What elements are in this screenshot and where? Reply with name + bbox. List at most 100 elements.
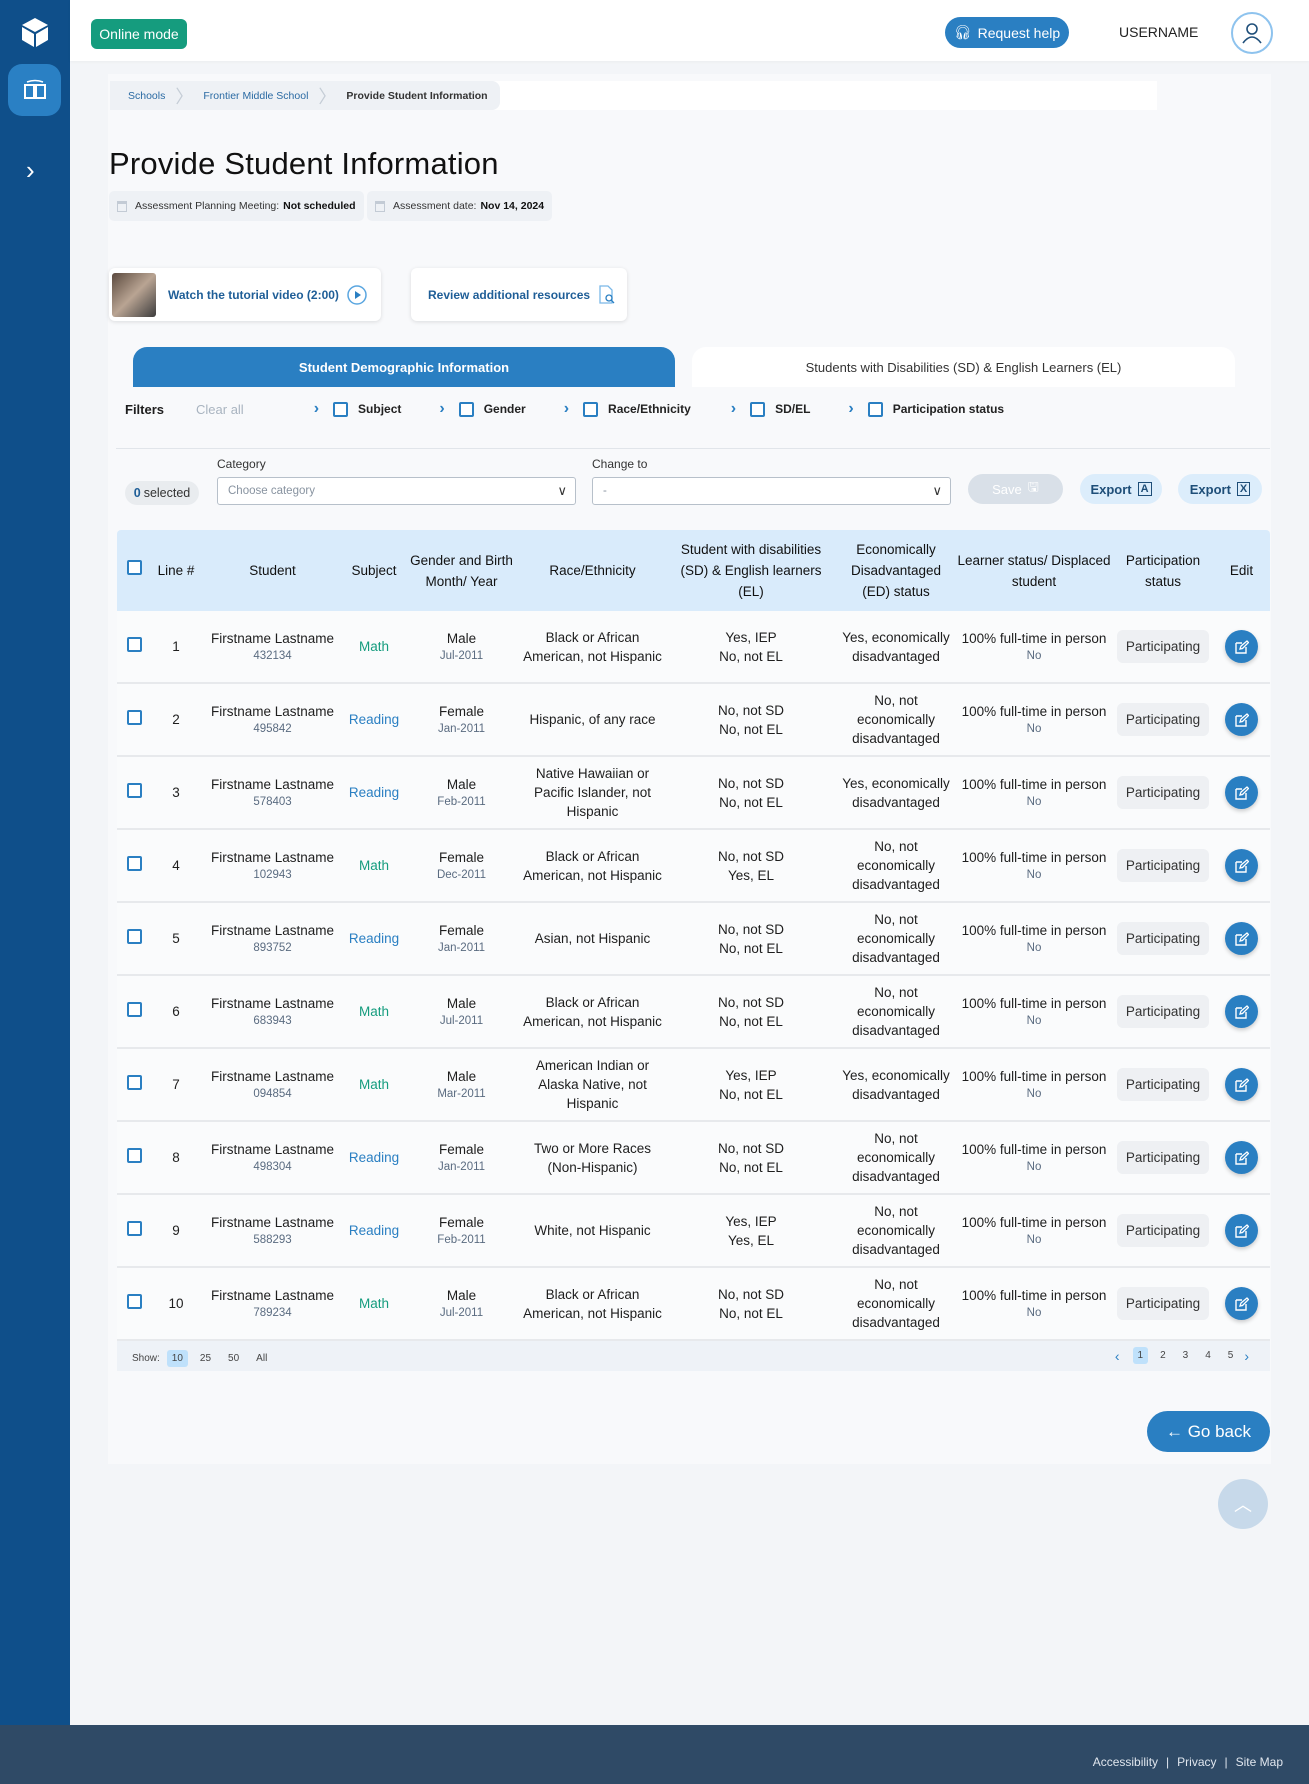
page-size-option[interactable]: All	[256, 1353, 268, 1364]
privacy-link[interactable]: Privacy	[1177, 1755, 1217, 1769]
edit-button[interactable]	[1225, 776, 1258, 809]
learner-cell: 100% full-time in person No	[955, 702, 1113, 737]
page-number[interactable]: 5	[1227, 1350, 1234, 1361]
page-size-option[interactable]: 50	[228, 1353, 240, 1364]
filters-label: Filters	[125, 401, 165, 417]
tab-sd-el[interactable]: Students with Disabilities (SD) & Englis…	[692, 347, 1235, 387]
row-checkbox[interactable]	[127, 1074, 142, 1090]
show-label: Show:	[132, 1353, 160, 1364]
edit-button[interactable]	[1225, 1287, 1258, 1320]
page-number[interactable]: 3	[1182, 1350, 1189, 1361]
chevron-right-icon[interactable]: ›	[1244, 1347, 1249, 1364]
edit-icon	[1234, 712, 1249, 727]
row-checkbox[interactable]	[127, 782, 142, 798]
edit-button[interactable]	[1225, 630, 1258, 663]
save-button[interactable]: Save 🖫︎	[968, 474, 1063, 504]
participation-cell: Participating	[1113, 995, 1213, 1028]
avatar[interactable]	[1231, 12, 1273, 54]
row-checkbox[interactable]	[127, 1220, 142, 1236]
filter-gender[interactable]: › Gender	[439, 400, 525, 418]
row-checkbox[interactable]	[127, 636, 142, 652]
accessibility-link[interactable]: Accessibility	[1092, 1755, 1159, 1769]
edit-button[interactable]	[1225, 703, 1258, 736]
edit-button[interactable]	[1225, 922, 1258, 955]
student-id: 683943	[253, 1015, 292, 1027]
category-select[interactable]: Choose category ∨	[217, 477, 576, 505]
row-checkbox[interactable]	[127, 928, 142, 944]
edit-button[interactable]	[1225, 1214, 1258, 1247]
learner-status: 100% full-time in person	[961, 704, 1107, 719]
edit-button[interactable]	[1225, 1141, 1258, 1174]
col-line[interactable]: Line #	[157, 563, 195, 578]
page-number[interactable]: 2	[1160, 1350, 1166, 1361]
site-map-link[interactable]: Site Map	[1235, 1755, 1283, 1769]
edit-button[interactable]	[1225, 995, 1258, 1028]
tab-demographic[interactable]: Student Demographic Information	[133, 347, 675, 387]
page-size-option[interactable]: 25	[199, 1353, 212, 1364]
sd-el-cell: No, not SD Yes, EL	[665, 847, 837, 885]
top-header: Online mode 🎧︎ Request help USERNAME	[70, 0, 1309, 61]
resources-card[interactable]: Review additional resources	[411, 268, 627, 321]
scroll-to-top-button[interactable]: ︿	[1218, 1479, 1268, 1529]
filter-sd-el[interactable]: › SD/EL	[731, 400, 811, 418]
student-cell: Firstname Lastname 578403	[200, 775, 345, 810]
race-ethnicity: Black or African American, not Hispanic	[523, 1286, 662, 1321]
chevron-left-icon[interactable]: ‹	[1114, 1347, 1120, 1364]
col-subject[interactable]: Subject	[351, 563, 397, 578]
request-help-button[interactable]: 🎧︎ Request help	[945, 17, 1069, 48]
student-cell: Firstname Lastname 683943	[200, 994, 345, 1029]
filter-subject[interactable]: › Subject	[314, 400, 402, 418]
checkbox[interactable]	[458, 401, 474, 417]
row-checkbox[interactable]	[127, 709, 142, 725]
sidebar-item-book[interactable]	[8, 64, 61, 116]
birth-month-year: Jul-2011	[439, 650, 484, 662]
checkbox[interactable]	[583, 401, 599, 417]
checkbox[interactable]	[333, 401, 349, 417]
student-cell: Firstname Lastname 432134	[200, 629, 345, 664]
filter-label: Subject	[358, 402, 402, 416]
student-id: 578403	[253, 796, 292, 808]
col-ed[interactable]: Economically Disadvantaged (ED) status	[850, 542, 942, 599]
row-checkbox[interactable]	[127, 1293, 142, 1309]
col-sd-el[interactable]: Student with disabilities (SD) & English…	[680, 542, 822, 599]
table-row: 1 Firstname Lastname 432134 Math Male Jul-201…	[117, 611, 1270, 684]
checkbox[interactable]	[750, 401, 766, 417]
col-student[interactable]: Student	[249, 563, 296, 578]
breadcrumb-school[interactable]: Frontier Middle School	[203, 89, 309, 102]
col-learner[interactable]: Learner status/ Displaced student	[957, 552, 1111, 589]
page-number[interactable]: 4	[1205, 1350, 1211, 1361]
ed-status: No, not economically disadvantaged	[852, 985, 940, 1038]
select-all-checkbox[interactable]	[127, 560, 142, 575]
page-size-option[interactable]: 10	[166, 1350, 188, 1367]
meeting-label: Assessment Planning Meeting:	[135, 200, 280, 212]
filter-label: Race/Ethnicity	[608, 402, 691, 416]
page-number[interactable]: 1	[1132, 1347, 1149, 1364]
col-race[interactable]: Race/Ethnicity	[549, 563, 636, 578]
export-excel-button[interactable]: Export X	[1178, 474, 1262, 504]
change-to-select[interactable]: - ∨	[592, 477, 951, 505]
row-checkbox[interactable]	[127, 1001, 142, 1017]
row-checkbox[interactable]	[127, 1147, 142, 1163]
breadcrumb-schools[interactable]: Schools	[128, 89, 166, 102]
edit-button[interactable]	[1225, 1068, 1258, 1101]
online-mode-badge[interactable]: Online mode	[91, 19, 187, 49]
filter-participation[interactable]: › Participation status	[848, 400, 1004, 418]
sd-el-cell: No, not SD No, not EL	[665, 1139, 837, 1177]
col-participation[interactable]: Participation status	[1125, 552, 1201, 589]
username: USERNAME	[1119, 24, 1199, 40]
export-pdf-button[interactable]: Export A	[1080, 474, 1162, 504]
divider	[116, 448, 1270, 449]
table-row: 8 Firstname Lastname 498304 Reading Female Ja…	[117, 1122, 1270, 1195]
checkbox[interactable]	[867, 401, 883, 417]
race-ethnicity: Black or African American, not Hispanic	[523, 629, 662, 664]
expand-sidebar-chevron-icon[interactable]: ›	[26, 155, 35, 185]
go-back-button[interactable]: ← Go back	[1147, 1411, 1270, 1452]
tutorial-video-card[interactable]: Watch the tutorial video (2:00)	[109, 268, 381, 321]
line-number: 2	[172, 712, 180, 727]
filter-race[interactable]: › Race/Ethnicity	[564, 400, 691, 418]
row-checkbox[interactable]	[127, 855, 142, 871]
clear-all-link[interactable]: Clear all	[196, 401, 244, 417]
col-gender[interactable]: Gender and Birth Month/ Year	[410, 552, 513, 589]
student-name: Firstname Lastname	[210, 996, 335, 1011]
edit-button[interactable]	[1225, 849, 1258, 882]
